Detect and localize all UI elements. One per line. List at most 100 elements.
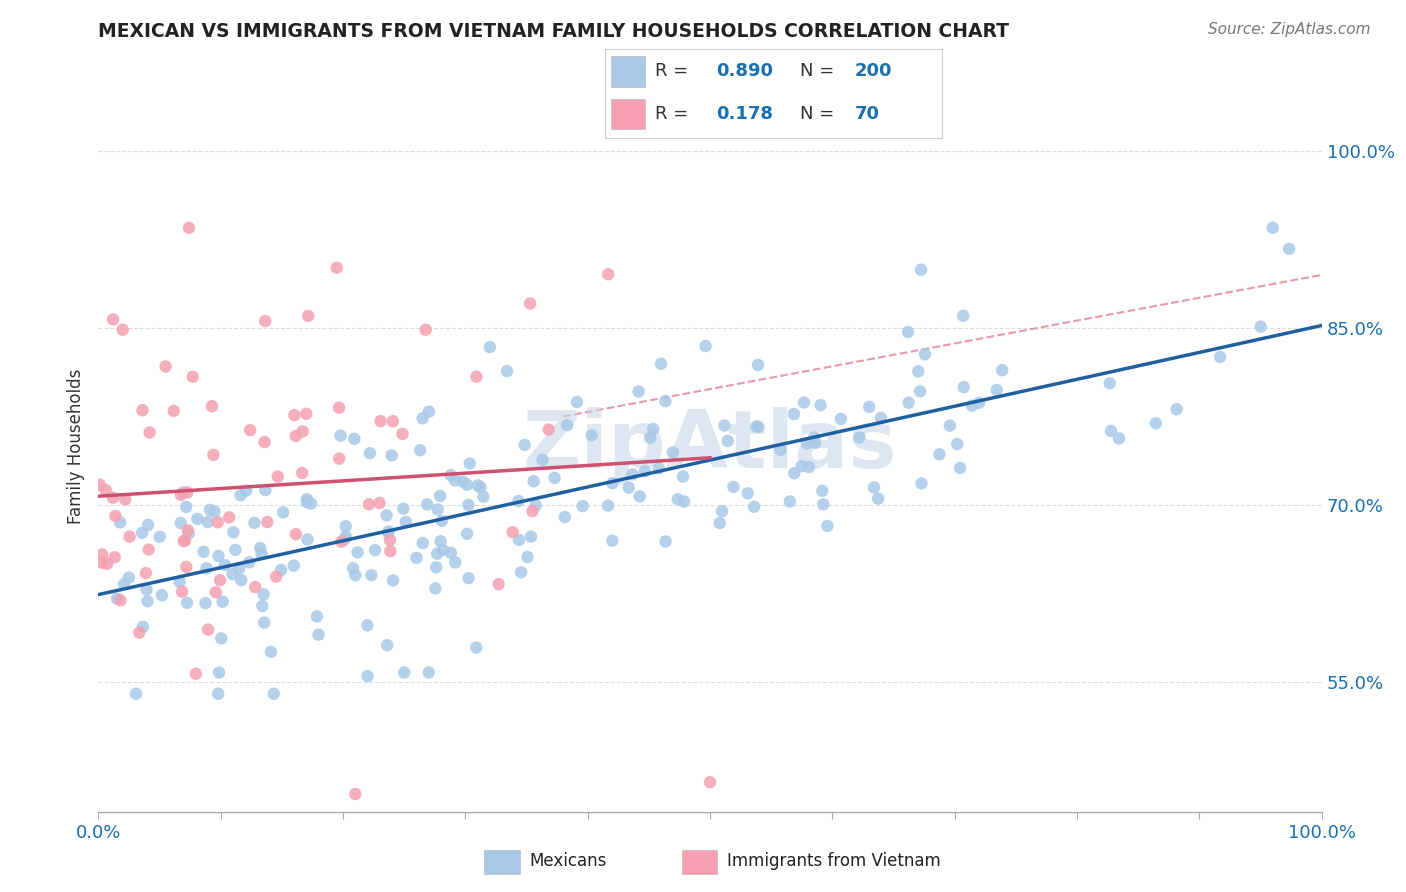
Point [456,526,478,541]
Point [176,596,198,610]
Point [793,395,815,409]
Point [211,594,233,608]
Point [108,516,131,530]
Point [713,418,735,433]
Point [239,423,262,437]
Point [672,469,695,483]
Point [112,577,135,591]
Point [209,632,232,646]
Point [297,309,319,323]
Point [627,384,650,399]
Point [104,550,127,565]
Point [356,618,378,632]
Point [221,567,243,582]
Point [181,369,204,384]
Point [914,347,936,361]
Point [523,475,546,489]
Point [136,518,159,533]
Point [176,485,198,500]
Text: R =: R = [655,105,695,123]
Point [194,596,217,610]
Point [928,447,950,461]
Point [378,533,401,547]
Point [253,615,276,630]
Point [598,267,620,281]
Point [1250,319,1272,334]
Point [197,623,219,637]
Point [516,549,538,564]
Point [672,494,695,508]
Point [360,568,382,582]
Point [472,490,495,504]
Point [444,556,467,570]
Text: ZipAtlas: ZipAtlas [523,407,897,485]
Point [207,549,229,563]
Point [169,574,191,589]
Point [418,665,440,680]
Point [170,584,193,599]
Point [193,545,215,559]
Point [382,574,405,588]
Point [409,443,432,458]
Point [960,399,983,413]
Point [344,787,367,801]
Point [444,473,467,487]
Point [128,625,150,640]
Point [343,432,366,446]
Text: MEXICAN VS IMMIGRANTS FROM VIETNAM FAMILY HOUSEHOLDS CORRELATION CHART: MEXICAN VS IMMIGRANTS FROM VIETNAM FAMIL… [98,22,1010,41]
Point [207,687,229,701]
Point [328,451,350,466]
Point [524,499,547,513]
Text: 70: 70 [855,105,879,123]
Point [149,530,172,544]
Point [238,555,260,569]
Point [333,533,356,547]
Point [508,533,530,547]
Point [254,483,277,497]
Point [174,533,197,548]
Point [522,504,544,518]
Point [370,414,392,428]
Point [177,526,200,541]
Point [513,438,536,452]
Point [783,467,806,481]
Text: Source: ZipAtlas.com: Source: ZipAtlas.com [1208,22,1371,37]
Point [176,560,198,574]
Point [465,369,488,384]
Point [253,435,276,450]
Point [377,524,399,539]
Point [432,543,454,558]
Point [991,363,1014,377]
Point [207,515,229,529]
Point [986,383,1008,397]
Y-axis label: Family Households: Family Households [66,368,84,524]
Point [897,396,920,410]
Point [1278,242,1301,256]
Point [1098,376,1121,391]
Point [602,476,624,491]
Point [138,425,160,440]
Point [426,502,449,516]
Point [169,516,191,530]
Point [811,483,834,498]
Text: N =: N = [800,62,841,80]
Point [235,483,257,498]
Point [796,436,818,450]
Point [284,527,307,541]
Point [326,260,349,275]
Point [335,519,357,533]
Point [172,485,194,500]
Point [709,516,731,530]
Point [946,437,969,451]
Point [571,499,593,513]
Point [910,262,932,277]
Point [356,669,378,683]
Point [543,471,565,485]
Point [170,488,193,502]
Point [478,340,501,354]
Point [380,544,402,558]
Point [291,466,314,480]
Point [335,529,357,543]
Bar [612,56,645,87]
Point [858,400,880,414]
